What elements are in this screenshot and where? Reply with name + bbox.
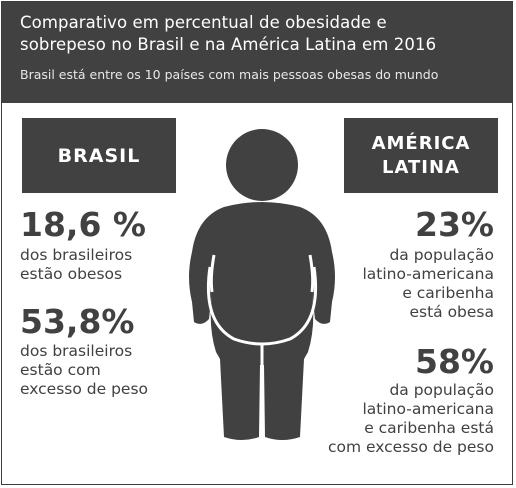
desc-line: dos brasileiros xyxy=(20,342,133,360)
brasil-label: BRASIL xyxy=(57,144,141,167)
desc-line: e caribenha está xyxy=(364,419,494,437)
brasil-label-box: BRASIL xyxy=(22,118,176,193)
america-latina-label-box: AMÉRICA LATINA xyxy=(344,118,498,193)
brasil-overweight-description: dos brasileiros estão com excesso de pes… xyxy=(20,342,148,399)
header-banner: Comparativo em percentual de obesidade e… xyxy=(2,2,512,103)
brasil-obesity-value: 18,6 % xyxy=(20,205,146,244)
title-line-1: Comparativo em percentual de obesidade e xyxy=(20,13,387,32)
desc-line: com excesso de peso xyxy=(327,438,494,456)
america-latina-obesity-description: da população latino-americana e caribenh… xyxy=(362,246,494,322)
subtitle: Brasil está entre os 10 países com mais … xyxy=(20,67,439,82)
desc-line: latino-americana xyxy=(362,400,494,418)
desc-line: está obesa xyxy=(409,303,494,321)
desc-line: excesso de peso xyxy=(20,380,149,398)
title-line-2: sobrepeso no Brasil e na América Latina … xyxy=(20,35,437,54)
america-latina-obesity-value: 23% xyxy=(415,205,494,244)
desc-line: e caribenha xyxy=(402,284,494,302)
america-latina-overweight-description: da população latino-americana e caribenh… xyxy=(328,381,494,457)
desc-line: da população xyxy=(389,246,494,264)
brasil-obesity-description: dos brasileiros estão obesos xyxy=(20,246,132,284)
belly-outline xyxy=(206,266,318,346)
desc-line: estão obesos xyxy=(20,265,123,283)
head-shape xyxy=(226,129,298,201)
body-shape xyxy=(189,202,335,440)
right-arm-line xyxy=(308,254,315,293)
obese-person-silhouette-icon xyxy=(189,129,335,440)
desc-line: estão com xyxy=(20,361,101,379)
brasil-overweight-value: 53,8% xyxy=(20,302,135,341)
america-latina-overweight-value: 58% xyxy=(415,342,494,381)
desc-line: da população xyxy=(389,381,494,399)
left-arm-line xyxy=(209,254,216,293)
america-latina-label-line-2: LATINA xyxy=(382,156,460,178)
page-title: Comparativo em percentual de obesidade e… xyxy=(20,12,500,56)
desc-line: latino-americana xyxy=(362,265,494,283)
desc-line: dos brasileiros xyxy=(20,246,133,264)
america-latina-label-line-1: AMÉRICA xyxy=(371,132,471,154)
